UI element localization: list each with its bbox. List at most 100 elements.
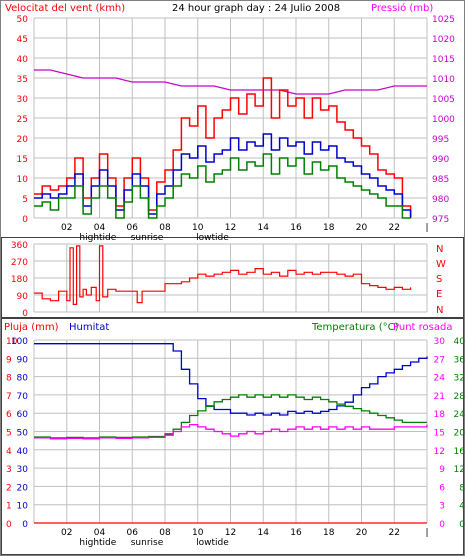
p3-humidity-tick-5: 50 [17, 429, 29, 439]
p2-left-tick-4: 360 [11, 241, 28, 251]
p1-left-tick-3: 15 [17, 155, 28, 165]
p3-dewpoint-tick-3: 9 [439, 465, 445, 475]
p1-x-tick-4: 10 [192, 223, 204, 233]
p1-right-tick-2: 985 [432, 175, 449, 185]
p3-temperature-tick-8: 32 [454, 374, 465, 384]
p1-x-tick-11: | [425, 223, 428, 233]
p1-x-tick-10: 22 [389, 223, 400, 233]
p1-x-tick-7: 16 [290, 223, 302, 233]
p3-rain-tick-9: 9 [6, 355, 12, 365]
p1-x-tick-8: 18 [323, 223, 335, 233]
p1-left-tick-2: 10 [17, 175, 29, 185]
p3-series-humitat [34, 343, 428, 416]
p1-x-tick-6: 14 [258, 223, 270, 233]
p3-temperature-tick-9: 36 [454, 355, 465, 365]
p3-rain-tick-7: 7 [6, 392, 12, 402]
p3-x-tick-7: 16 [290, 528, 302, 538]
p3-humidity-tick-1: 10 [17, 502, 29, 512]
p3-annotation-sunrise: sunrise [131, 538, 164, 548]
p1-right-tick-3: 990 [432, 155, 449, 165]
p3-rain-tick-10: 10 [6, 337, 18, 347]
p3-x-tick-8: 18 [323, 528, 335, 538]
p3-temperature-tick-0: 0 [459, 520, 465, 530]
wind-speed-title: Velocitat del vent (kmh) [5, 3, 125, 14]
wind-dir-label-e: E [436, 289, 442, 300]
p3-rain-tick-3: 3 [6, 465, 12, 475]
p3-temperature-tick-3: 12 [454, 465, 465, 475]
p1-annotation-sunrise: sunrise [131, 233, 164, 243]
p3-dewpoint-tick-2: 6 [439, 483, 445, 493]
p1-annotation-hightide: hightide [79, 233, 116, 243]
p3-x-tick-6: 14 [258, 528, 270, 538]
wind-dir-label-n: N [436, 244, 443, 255]
p1-series-avg [34, 133, 412, 218]
p3-rain-tick-6: 6 [6, 410, 12, 420]
p2-left-tick-0: 0 [22, 309, 28, 319]
p3-rain-tick-5: 5 [6, 429, 12, 439]
p3-rain-tick-1: 1 [6, 502, 12, 512]
humidity-temperature-panel [1, 318, 464, 555]
p1-right-tick-9: 1020 [432, 35, 455, 45]
p1-series-pressió [34, 69, 427, 95]
p1-right-tick-1: 980 [432, 195, 449, 205]
p1-left-tick-9: 45 [17, 35, 28, 45]
p1-left-tick-1: 5 [22, 195, 28, 205]
p1-x-tick-0: 02 [61, 223, 72, 233]
p3-x-tick-2: 06 [127, 528, 139, 538]
p3-rain-tick-4: 4 [6, 447, 12, 457]
p1-series-min [34, 153, 411, 219]
wind-dir-label-n2: N [436, 305, 443, 316]
p3-x-tick-5: 12 [225, 528, 236, 538]
p3-humidity-tick-6: 60 [17, 410, 29, 420]
graph-title: 24 hour graph day : 24 Julio 2008 [172, 3, 340, 14]
humidity-title: Humitat [69, 322, 109, 333]
p3-dewpoint-tick-5: 15 [434, 429, 445, 439]
temperature-title: Temperatura (°C) [311, 322, 399, 333]
p3-x-tick-3: 08 [159, 528, 171, 538]
p1-right-tick-0: 975 [432, 215, 449, 225]
p3-temperature-tick-7: 28 [454, 392, 465, 402]
pressure-title: Pressió (mb) [371, 2, 433, 14]
p2-series-direction [34, 245, 412, 305]
p1-x-tick-3: 08 [159, 223, 171, 233]
p3-dewpoint-tick-4: 12 [434, 447, 445, 457]
p3-humidity-tick-10: 100 [11, 337, 28, 347]
p3-x-tick-0: 02 [61, 528, 72, 538]
p1-left-tick-4: 20 [17, 135, 29, 145]
p1-annotation-lowtide: lowtide [196, 233, 229, 243]
p3-x-tick-4: 10 [192, 528, 204, 538]
wind-dir-label-s: S [436, 274, 442, 285]
p3-humidity-tick-3: 30 [17, 465, 29, 475]
p3-annotation-lowtide: lowtide [196, 538, 229, 548]
p3-dewpoint-tick-7: 21 [434, 392, 445, 402]
p1-right-tick-7: 1010 [432, 75, 455, 85]
p3-rain-tick-8: 8 [6, 374, 12, 384]
p1-x-tick-2: 06 [127, 223, 139, 233]
p1-left-tick-0: 0 [22, 215, 28, 225]
p1-right-tick-8: 1015 [432, 55, 455, 65]
p2-left-tick-3: 270 [11, 258, 28, 268]
p3-temperature-tick-2: 8 [459, 483, 465, 493]
p2-left-tick-1: 90 [17, 292, 29, 302]
p3-humidity-tick-9: 90 [17, 355, 29, 365]
p3-rain-tick-2: 2 [6, 483, 12, 493]
p3-dewpoint-tick-1: 3 [439, 502, 445, 512]
wind-dir-label-w: W [436, 259, 446, 270]
p1-x-tick-1: 04 [94, 223, 106, 233]
p1-left-tick-7: 35 [17, 75, 28, 85]
p1-left-tick-5: 25 [17, 115, 28, 125]
p3-annotation-hightide: hightide [79, 538, 116, 548]
p3-temperature-tick-4: 16 [454, 447, 465, 457]
p3-temperature-tick-6: 24 [454, 410, 465, 420]
axis-labels-layer: 0510152025303540455097598098599099510001… [6, 15, 465, 548]
rain-title: Pluja (mm) [4, 322, 59, 333]
series-layer [34, 69, 428, 524]
p3-x-tick-10: 22 [389, 528, 400, 538]
p1-right-tick-4: 995 [432, 135, 449, 145]
p3-dewpoint-tick-0: 0 [439, 520, 445, 530]
p3-humidity-tick-8: 80 [17, 374, 29, 384]
p3-humidity-tick-4: 40 [17, 447, 29, 457]
p3-temperature-tick-10: 40 [454, 337, 465, 347]
